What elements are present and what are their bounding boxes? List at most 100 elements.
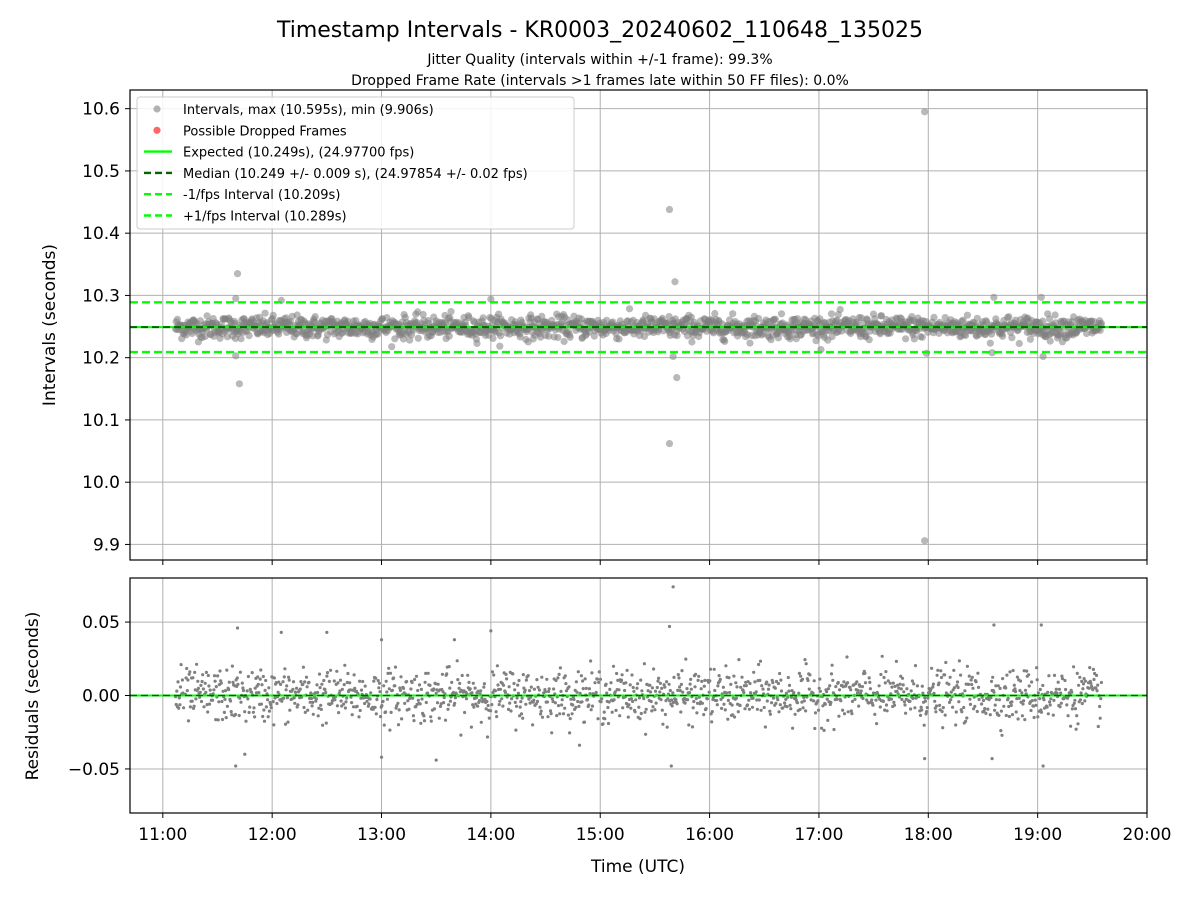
data-point bbox=[1094, 673, 1099, 678]
data-point bbox=[428, 683, 432, 688]
data-point bbox=[302, 705, 306, 710]
data-point bbox=[1034, 703, 1038, 707]
outlier-point bbox=[487, 295, 495, 303]
legend-label: Intervals, max (10.595s), min (9.906s) bbox=[183, 103, 434, 118]
data-point bbox=[207, 702, 212, 706]
data-point bbox=[986, 707, 990, 711]
data-point bbox=[1015, 675, 1020, 679]
data-point bbox=[593, 681, 597, 685]
data-point bbox=[1008, 670, 1012, 674]
data-point bbox=[617, 688, 621, 692]
data-point bbox=[276, 690, 280, 694]
data-point bbox=[773, 686, 777, 690]
data-point bbox=[424, 700, 428, 705]
data-point bbox=[859, 689, 863, 693]
data-point bbox=[694, 672, 698, 676]
x-tick-label: 16:00 bbox=[685, 825, 734, 845]
data-point bbox=[1081, 687, 1085, 691]
data-point bbox=[497, 703, 501, 707]
data-point bbox=[259, 702, 263, 706]
data-point bbox=[272, 723, 276, 727]
data-point bbox=[536, 685, 540, 689]
data-point bbox=[560, 698, 564, 702]
data-point bbox=[644, 707, 648, 711]
data-point bbox=[874, 698, 878, 702]
data-point bbox=[798, 707, 802, 712]
data-point bbox=[253, 686, 257, 690]
chart-subtitle-dropped: Dropped Frame Rate (intervals >1 frames … bbox=[351, 73, 849, 89]
data-point bbox=[894, 659, 899, 664]
data-point bbox=[1074, 727, 1078, 731]
data-point bbox=[926, 696, 930, 700]
data-point bbox=[925, 706, 929, 710]
data-point bbox=[1014, 690, 1018, 694]
data-point bbox=[970, 675, 974, 679]
data-point bbox=[466, 673, 470, 677]
data-point bbox=[939, 675, 944, 680]
data-point bbox=[884, 670, 888, 674]
data-point bbox=[752, 670, 756, 674]
data-point bbox=[484, 707, 488, 711]
data-point bbox=[324, 721, 328, 725]
data-point bbox=[744, 680, 748, 684]
data-point bbox=[747, 707, 752, 711]
data-point bbox=[521, 716, 525, 720]
data-point bbox=[448, 686, 452, 690]
data-point bbox=[589, 708, 593, 712]
data-point bbox=[373, 705, 377, 710]
data-point bbox=[599, 700, 603, 704]
residual-points bbox=[174, 585, 1103, 768]
data-point bbox=[199, 699, 204, 704]
data-point bbox=[943, 713, 947, 717]
data-point bbox=[993, 703, 997, 707]
data-point bbox=[442, 696, 446, 700]
data-point bbox=[818, 677, 822, 681]
data-point bbox=[185, 666, 189, 671]
data-point bbox=[849, 709, 853, 713]
data-point bbox=[837, 714, 841, 718]
data-point bbox=[740, 675, 744, 679]
data-point bbox=[479, 689, 483, 693]
data-point bbox=[642, 697, 646, 701]
data-point bbox=[1047, 674, 1051, 678]
data-point bbox=[583, 677, 587, 681]
outlier-point bbox=[990, 757, 994, 761]
data-point bbox=[710, 710, 714, 714]
data-point bbox=[426, 691, 430, 695]
data-point bbox=[230, 713, 234, 717]
data-point bbox=[453, 701, 457, 705]
data-point bbox=[447, 665, 451, 669]
data-point bbox=[1089, 681, 1093, 686]
data-point bbox=[1092, 677, 1096, 682]
data-point bbox=[1015, 697, 1019, 701]
data-point bbox=[779, 689, 784, 693]
data-point bbox=[245, 689, 249, 693]
data-point bbox=[629, 706, 633, 710]
outlier-point bbox=[379, 638, 384, 642]
y-tick-label: 0.00 bbox=[82, 687, 120, 707]
data-point bbox=[954, 710, 958, 714]
data-point bbox=[307, 680, 311, 684]
data-point bbox=[1006, 696, 1010, 700]
outlier-point bbox=[671, 585, 675, 589]
data-point bbox=[291, 687, 295, 691]
data-point bbox=[739, 685, 743, 689]
data-point bbox=[726, 717, 730, 721]
data-point bbox=[963, 689, 967, 693]
data-point bbox=[249, 690, 254, 694]
data-point bbox=[778, 703, 782, 707]
data-point bbox=[826, 718, 830, 723]
data-point bbox=[918, 713, 923, 718]
data-point bbox=[834, 685, 838, 689]
data-point bbox=[653, 689, 658, 693]
data-point bbox=[812, 679, 816, 683]
data-point bbox=[445, 672, 449, 676]
data-point bbox=[991, 675, 995, 679]
data-point bbox=[863, 681, 868, 685]
data-point bbox=[338, 678, 343, 682]
data-point bbox=[867, 676, 871, 680]
data-point bbox=[655, 685, 659, 690]
data-point bbox=[185, 689, 189, 693]
data-point bbox=[316, 714, 320, 718]
data-point bbox=[1096, 724, 1100, 729]
